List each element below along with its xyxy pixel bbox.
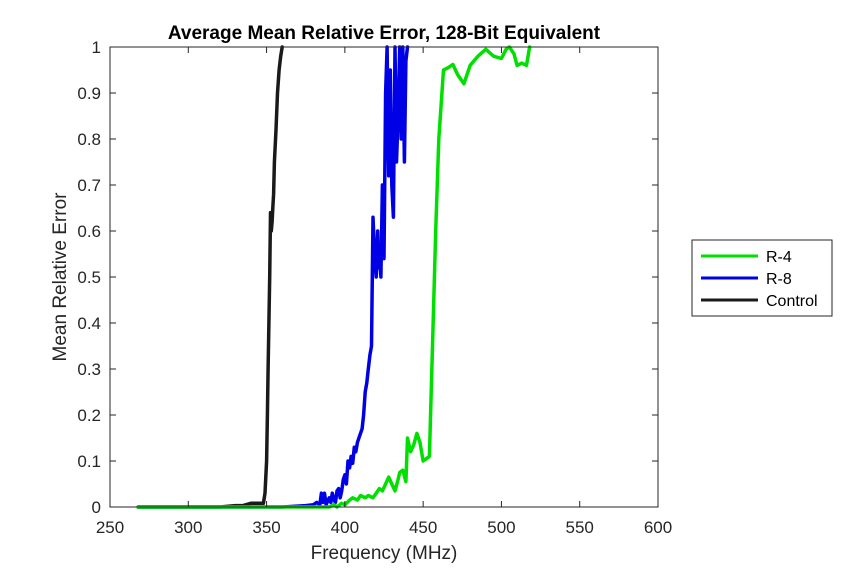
y-tick-label: 0.8 <box>77 130 101 149</box>
legend-label-r4: R-4 <box>766 249 792 266</box>
y-tick-label: 0.3 <box>77 360 101 379</box>
y-tick-label: 0.5 <box>77 268 101 287</box>
y-tick-label: 0.6 <box>77 222 101 241</box>
y-axis-label: Mean Relative Error <box>50 192 71 362</box>
y-tick-label: 0.4 <box>77 314 101 333</box>
x-tick-label: 250 <box>96 518 124 537</box>
y-axis: 0 0.1 0.2 0.3 0.4 0.5 0.6 0.7 0.8 0.9 1 <box>77 38 658 517</box>
y-tick-label: 1 <box>92 38 101 57</box>
y-tick-label: 0.7 <box>77 176 101 195</box>
series-line-r4 <box>136 45 532 509</box>
y-tick-label: 0.1 <box>77 452 101 471</box>
chart-title: Average Mean Relative Error, 128-Bit Equ… <box>168 23 601 44</box>
x-tick-label: 300 <box>174 518 202 537</box>
series-line-r8 <box>136 45 410 509</box>
y-tick-label: 0 <box>92 498 101 517</box>
x-tick-label: 350 <box>252 518 280 537</box>
y-tick-label: 0.9 <box>77 84 101 103</box>
x-axis: 250 300 350 400 450 500 550 600 <box>96 47 672 537</box>
x-tick-label: 450 <box>409 518 437 537</box>
x-tick-label: 400 <box>331 518 359 537</box>
legend: R-4 R-8 Control <box>691 239 833 317</box>
x-axis-label: Frequency (MHz) <box>311 543 458 564</box>
legend-label-r8: R-8 <box>766 271 792 288</box>
x-tick-label: 500 <box>487 518 515 537</box>
x-tick-label: 600 <box>644 518 672 537</box>
series-layer <box>136 45 532 509</box>
legend-label-control: Control <box>766 293 818 310</box>
y-tick-label: 0.2 <box>77 406 101 425</box>
x-tick-label: 550 <box>566 518 594 537</box>
